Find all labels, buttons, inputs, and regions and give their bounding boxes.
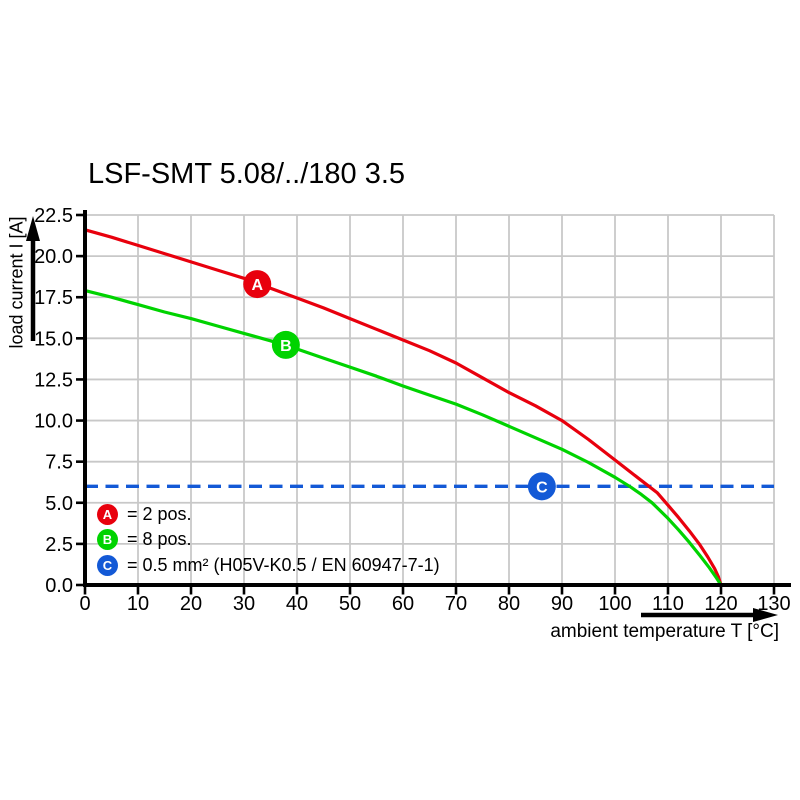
marker-a-letter: A: [251, 277, 263, 294]
x-tick-label: 130: [757, 593, 790, 615]
x-tick-label: 50: [339, 593, 361, 615]
x-axis-arrowhead-icon: [753, 608, 778, 622]
curve-a-2pos: [83, 228, 723, 587]
legend-item-wire: C = 0.5 mm² (H05V-K0.5 / EN 60947-7-1): [97, 553, 440, 578]
y-tick-label: 0.0: [45, 575, 73, 597]
x-tick-label: 120: [704, 593, 737, 615]
legend-label-2pos: = 2 pos.: [127, 504, 192, 525]
x-tick-label: 40: [286, 593, 308, 615]
y-tick-label: 2.5: [45, 534, 73, 556]
legend-label-wire: = 0.5 mm² (H05V-K0.5 / EN 60947-7-1): [127, 554, 440, 575]
x-tick-label: 80: [498, 593, 520, 615]
x-tick-label: 30: [233, 593, 255, 615]
y-tick-label: 17.5: [34, 287, 73, 309]
legend-marker-a-icon: A: [97, 504, 118, 526]
legend-marker-b-icon: B: [97, 529, 118, 551]
x-tick-label: 70: [445, 593, 467, 615]
y-axis-arrowhead-icon: [26, 216, 40, 241]
y-tick-label: 12.5: [34, 369, 73, 391]
marker-b: [271, 330, 300, 359]
x-tick-label: 90: [551, 593, 573, 615]
marker-c: [527, 472, 556, 501]
legend-marker-c-icon: C: [97, 554, 118, 576]
x-tick-label: 10: [127, 593, 149, 615]
marker-a: [243, 270, 272, 299]
legend-item-8pos: B = 8 pos.: [97, 527, 440, 552]
x-tick-label: 110: [652, 593, 684, 615]
legend-item-2pos: A = 2 pos.: [97, 502, 440, 527]
x-tick-label: 0: [79, 593, 90, 615]
y-axis-label: load current I [A]: [6, 216, 27, 349]
x-tick-label: 100: [598, 593, 631, 615]
y-tick-label: 22.5: [34, 205, 73, 227]
marker-c-letter: C: [536, 479, 548, 496]
y-tick-label: 5.0: [45, 493, 73, 515]
y-tick-label: 15.0: [34, 328, 73, 350]
marker-b-letter: B: [280, 338, 292, 355]
y-tick-label: 20.0: [34, 246, 73, 268]
x-tick-label: 60: [392, 593, 414, 615]
chart-title: LSF-SMT 5.08/../180 3.5: [88, 158, 406, 190]
x-axis-label: ambient temperature T [°C]: [550, 621, 779, 642]
y-tick-label: 10.0: [34, 411, 73, 433]
y-tick-label: 7.5: [45, 452, 73, 474]
legend: A = 2 pos. B = 8 pos. C = 0.5 mm² (H05V-…: [97, 502, 440, 578]
x-tick-label: 20: [180, 593, 202, 615]
curve-b-8pos: [83, 289, 723, 587]
legend-label-8pos: = 8 pos.: [127, 529, 192, 550]
